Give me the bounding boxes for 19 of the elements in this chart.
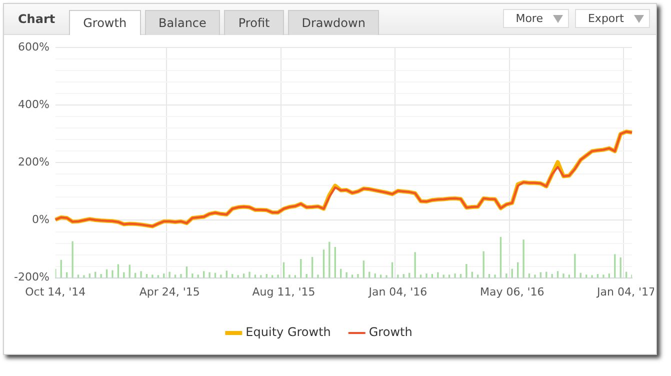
x-tick-label: Apr 24, '15 <box>139 285 200 298</box>
legend-label: Equity Growth <box>246 325 331 340</box>
chart-title: Chart <box>17 12 56 28</box>
text: Growth <box>69 10 141 35</box>
x-tick-label: Aug 11, '15 <box>252 285 316 298</box>
text: More <box>516 12 543 25</box>
legend-label: Growth <box>368 325 412 340</box>
y-tick-label: 200% <box>18 156 50 169</box>
x-tick-label: Jan 04, '16 <box>368 285 428 298</box>
y-tick-label: 600% <box>18 40 50 54</box>
text: Profit <box>224 10 284 35</box>
text: Drawdown <box>288 10 380 35</box>
x-tick-label: May 06, '16 <box>480 285 544 298</box>
x-tick-label: Oct 14, '14 <box>25 285 86 298</box>
y-tick-label: 400% <box>18 98 50 112</box>
y-tick-label: 0% <box>32 213 50 226</box>
text: Balance <box>144 10 220 35</box>
text: Export <box>588 12 624 25</box>
y-tick-label: -200% <box>14 270 50 284</box>
